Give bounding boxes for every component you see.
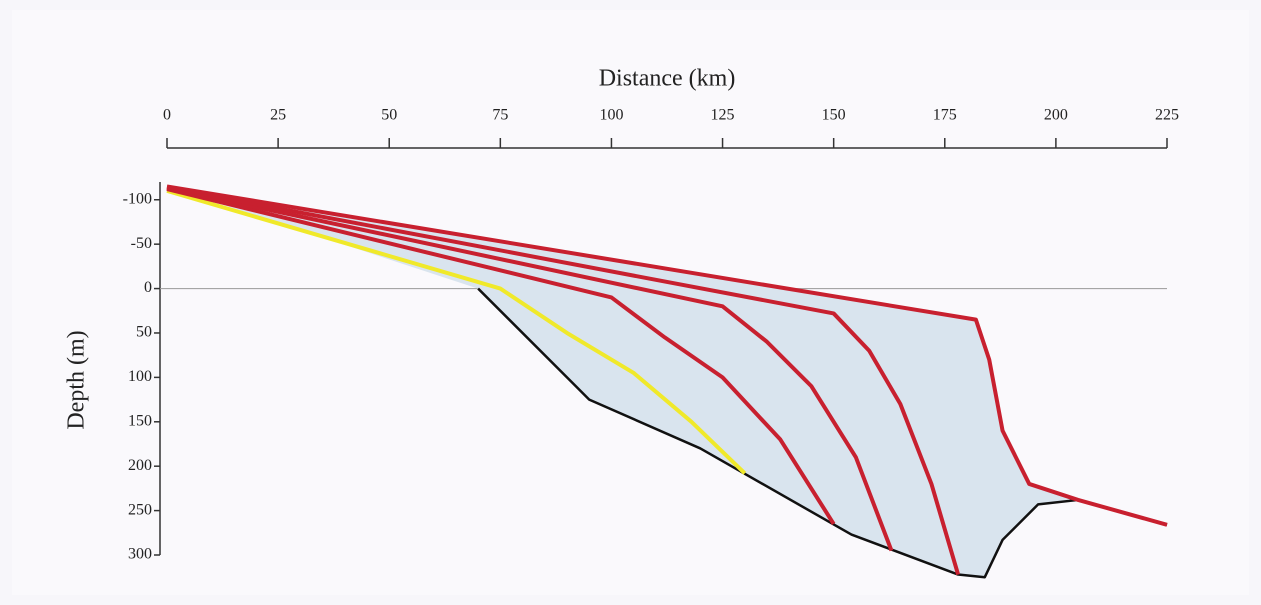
y-tick-label: 100 xyxy=(128,368,152,385)
x-tick-label: 125 xyxy=(711,107,735,124)
x-tick-label: 75 xyxy=(492,107,508,124)
chart: Distance (km) Depth (m) 0 25 50 75 100 125 150… xyxy=(0,0,1261,605)
y-axis-title: Depth (m) xyxy=(64,330,90,429)
y-tick-label: 0 xyxy=(144,279,152,296)
x-tick-label: 200 xyxy=(1044,107,1068,124)
y-tick-label: -50 xyxy=(131,235,152,252)
y-tick-label: 250 xyxy=(128,501,152,518)
x-tick-label: 50 xyxy=(381,107,397,124)
y-tick-label: -100 xyxy=(123,190,152,207)
x-tick-label: 150 xyxy=(822,107,846,124)
y-tick-label: 150 xyxy=(128,412,152,429)
x-tick-label: 225 xyxy=(1155,107,1179,124)
y-tick-label: 300 xyxy=(128,546,152,563)
x-axis-title: Distance (km) xyxy=(599,66,736,92)
x-tick-label: 0 xyxy=(163,107,171,124)
x-tick-label: 100 xyxy=(599,107,623,124)
y-tick-label: 200 xyxy=(128,457,152,474)
y-tick-label: 50 xyxy=(136,324,152,341)
x-tick-label: 175 xyxy=(933,107,957,124)
x-tick-label: 25 xyxy=(270,107,286,124)
